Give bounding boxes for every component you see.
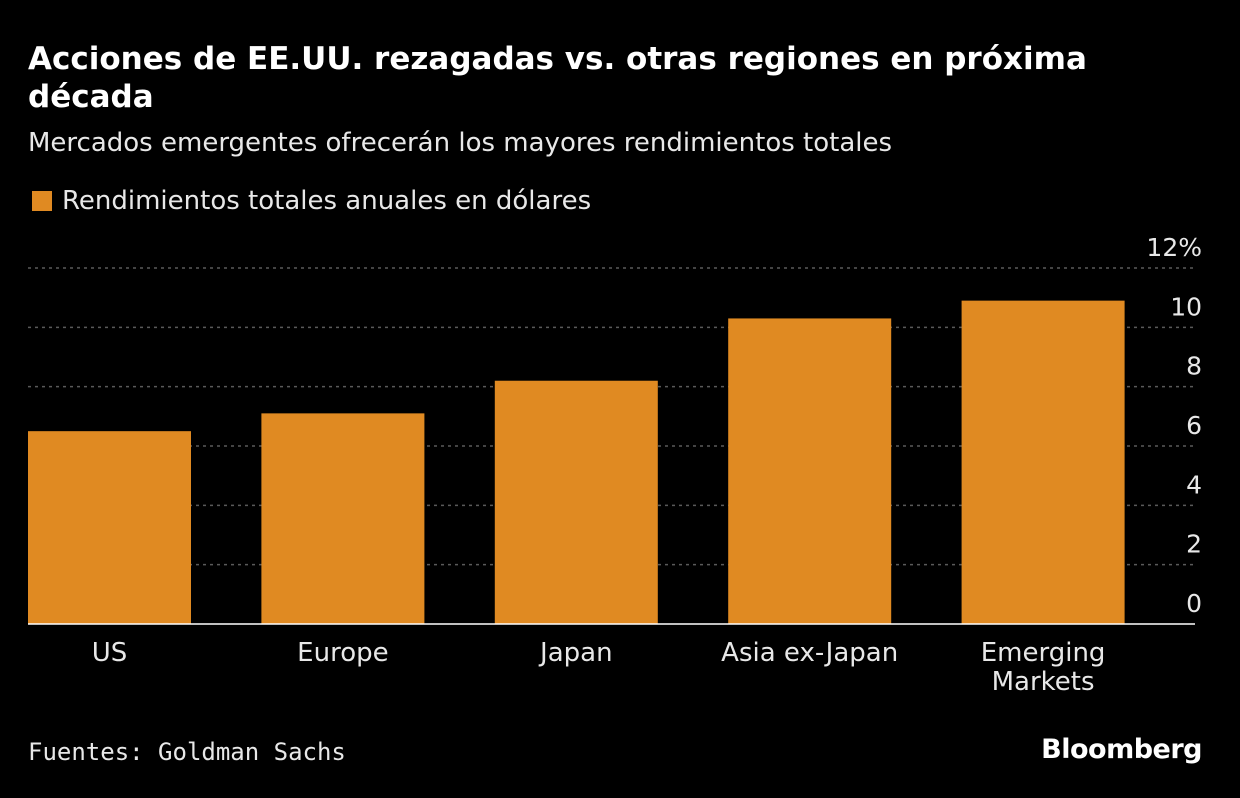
bar <box>261 413 425 624</box>
x-tick-label: Asia ex-Japan <box>721 638 898 668</box>
y-tick-label: 4 <box>1186 470 1202 499</box>
legend-swatch <box>32 191 52 211</box>
x-tick-label: Emerging Markets <box>981 638 1106 697</box>
chart-subtitle: Mercados emergentes ofrecerán los mayore… <box>28 128 893 158</box>
legend-label: Rendimientos totales anuales en dólares <box>62 186 592 216</box>
x-tick-label: Europe <box>297 638 388 668</box>
y-tick-label: 8 <box>1186 352 1202 381</box>
y-tick-label: 6 <box>1186 411 1202 440</box>
x-axis-labels: US Europe Japan Asia ex-Japan Emerging Market… <box>92 638 1106 697</box>
bloomberg-logo: Bloomberg <box>1041 734 1202 765</box>
y-tick-label: 2 <box>1186 530 1202 559</box>
bar <box>961 300 1125 624</box>
legend: Rendimientos totales anuales en dólares <box>32 184 591 218</box>
bar <box>28 431 191 624</box>
y-axis-ticks: 12% 10 8 6 4 2 0 <box>1146 233 1202 618</box>
bar <box>494 380 658 624</box>
source-note: Fuentes: Goldman Sachs <box>28 738 346 766</box>
bar <box>728 318 892 624</box>
x-tick-label: Japan <box>538 638 613 668</box>
y-tick-label: 12% <box>1146 233 1202 262</box>
bars <box>28 300 1125 624</box>
y-tick-label: 0 <box>1186 589 1202 618</box>
x-tick-label: US <box>92 638 128 668</box>
chart-title: Acciones de EE.UU. rezagadas vs. otras r… <box>28 41 1087 115</box>
y-tick-label: 10 <box>1170 292 1202 321</box>
